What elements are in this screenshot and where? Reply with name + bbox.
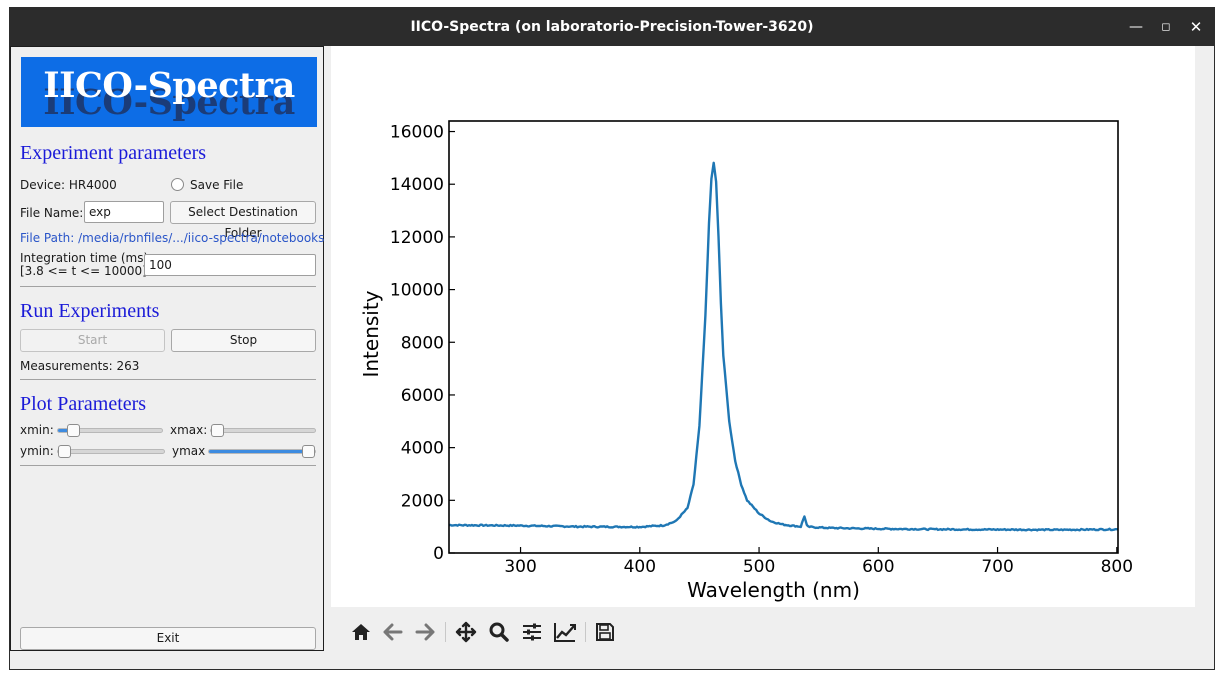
minimize-icon[interactable]: — [1129,19,1143,35]
x-tick-label: 700 [981,557,1013,577]
xmax-label: xmax: [170,423,208,437]
plot-frame [448,120,1119,554]
app-logo: IICO-Spectra IICO-Spectra [21,57,317,127]
start-button[interactable]: Start [20,329,165,352]
y-tick-label: 0 [433,544,444,564]
logo-shadow-text: IICO-Spectra [43,82,295,123]
toolbar-separator [445,622,446,642]
close-icon[interactable]: ✕ [1189,18,1203,36]
ymax-slider-handle[interactable] [302,445,315,458]
divider [20,465,316,466]
navigation-toolbar [331,612,1195,652]
xmin-slider-fill [58,429,74,432]
spectrum-chart: 300 400 500 600 700 8000200040006000800010000… [359,120,1133,602]
x-tick-label: 300 [504,557,536,577]
series-line [448,161,1119,532]
edit-axis-icon[interactable] [551,618,579,646]
save-file-label[interactable]: Save File [190,178,244,192]
zoom-icon[interactable] [485,618,513,646]
exit-button[interactable]: Exit [20,627,316,650]
integration-time-label-line1: Integration time (ms): [20,251,153,265]
ymin-slider-handle[interactable] [58,445,71,458]
xmax-slider-handle[interactable] [211,424,224,437]
control-panel: IICO-Spectra IICO-Spectra Experiment par… [10,46,324,651]
ymax-slider[interactable] [208,445,316,458]
x-tick-label: 400 [624,557,656,577]
x-tick-label: 800 [1101,557,1133,577]
y-tick-label: 12000 [390,228,444,248]
x-tick-label: 600 [862,557,894,577]
file-path-text: File Path: /media/rbnfiles/.../iico-spec… [20,231,325,245]
integration-time-label: Integration time (ms): [3.8 <= t <= 1000… [20,252,152,278]
home-icon[interactable] [347,618,375,646]
y-tick-label: 6000 [401,386,444,406]
forward-arrow-icon[interactable] [411,618,439,646]
y-axis-label: Intensity [359,290,383,377]
divider [20,286,316,287]
back-arrow-icon[interactable] [379,618,407,646]
integration-time-input[interactable]: 100 [144,254,316,276]
pan-icon[interactable] [452,618,480,646]
xmin-slider-handle[interactable] [67,424,81,437]
maximize-icon[interactable]: ◻ [1161,20,1171,33]
divider [20,379,316,380]
xmin-slider[interactable] [57,424,163,437]
device-label: Device: HR4000 [20,178,117,192]
y-tick-label: 8000 [401,333,444,353]
ymax-slider-fill [209,450,309,453]
x-tick-label: 500 [743,557,775,577]
configure-subplots-icon[interactable] [518,618,546,646]
ymin-label: ymin: [20,444,54,458]
toolbar-separator [585,622,586,642]
xmin-label: xmin: [20,423,54,437]
save-icon[interactable] [591,618,619,646]
y-tick-label: 2000 [401,491,444,511]
logo-text: IICO-Spectra [43,65,295,106]
file-name-label: File Name: [20,206,84,220]
integration-time-range: [3.8 <= t <= 10000] [20,264,147,278]
ymax-label: ymax [172,444,206,458]
file-name-input[interactable]: exp [84,201,164,223]
select-destination-folder-button[interactable]: Select Destination Folder [170,201,316,240]
y-tick-label: 14000 [390,175,444,195]
save-file-radio[interactable] [171,178,184,191]
x-axis-label: Wavelength (nm) [687,578,860,602]
measurements-count: Measurements: 263 [20,359,140,373]
title-bar[interactable]: IICO-Spectra (on laboratorio-Precision-T… [10,8,1214,46]
plot-parameters-heading: Plot Parameters [20,393,147,415]
experiment-parameters-heading: Experiment parameters [20,142,207,164]
run-experiments-heading: Run Experiments [20,300,160,322]
plot-canvas[interactable]: 300 400 500 600 700 800 0 2000 4000 6000 8000 10000… [331,46,1195,607]
xmax-slider[interactable] [210,424,316,437]
stop-button[interactable]: Stop [171,329,316,352]
window-title: IICO-Spectra (on laboratorio-Precision-T… [410,19,814,35]
y-tick-label: 10000 [390,281,444,301]
y-tick-label: 16000 [390,123,444,143]
ymin-slider[interactable] [57,445,165,458]
y-tick-label: 4000 [401,439,444,459]
